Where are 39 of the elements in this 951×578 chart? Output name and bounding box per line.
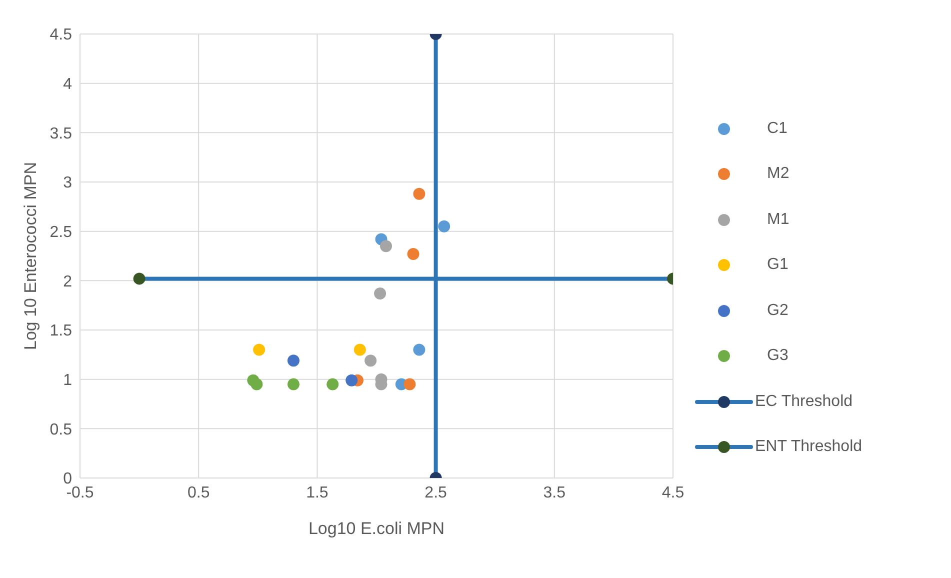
y-tick-label: 4.5 [50,26,72,44]
y-tick-label: 3.5 [50,125,72,142]
point [404,378,416,390]
legend-label: G2 [767,302,788,320]
legend-label: ENT Threshold [755,438,862,456]
legend-label: M2 [767,165,790,184]
legend-label: M1 [767,210,790,229]
point [326,378,339,390]
legend-label: G1 [767,256,788,274]
y-axis-title: Log 10 Enterococci MPN [21,162,40,350]
legend-label: C1 [767,120,788,138]
x-tick-label: 1.5 [306,484,328,502]
y-tick-label: 0.5 [50,421,72,438]
x-tick-label: 4.5 [662,484,684,502]
x-tick-label: 0.5 [187,484,210,502]
point [287,354,300,367]
point [287,378,300,390]
y-tick-label: 3 [63,174,72,192]
x-tick-label: 3.5 [543,484,566,502]
point [250,378,263,390]
point [413,344,426,356]
y-tick-label: 2 [63,273,72,290]
y-tick-label: 1 [63,372,72,390]
legend-label: G3 [767,347,788,366]
point [380,240,392,252]
point [354,344,366,356]
y-tick-label: 4 [63,76,72,94]
point [364,354,377,367]
point [374,287,386,300]
legend-label: EC Threshold [755,392,853,411]
point [407,248,420,260]
x-axis-title: Log10 E.coli MPN [308,519,445,538]
point [253,344,266,356]
x-tick-label: 2.5 [424,484,448,502]
y-tick-label: 1.5 [50,322,72,340]
y-tick-label: 2.5 [50,224,72,242]
point [413,188,426,200]
point [438,220,450,232]
point [346,374,358,386]
